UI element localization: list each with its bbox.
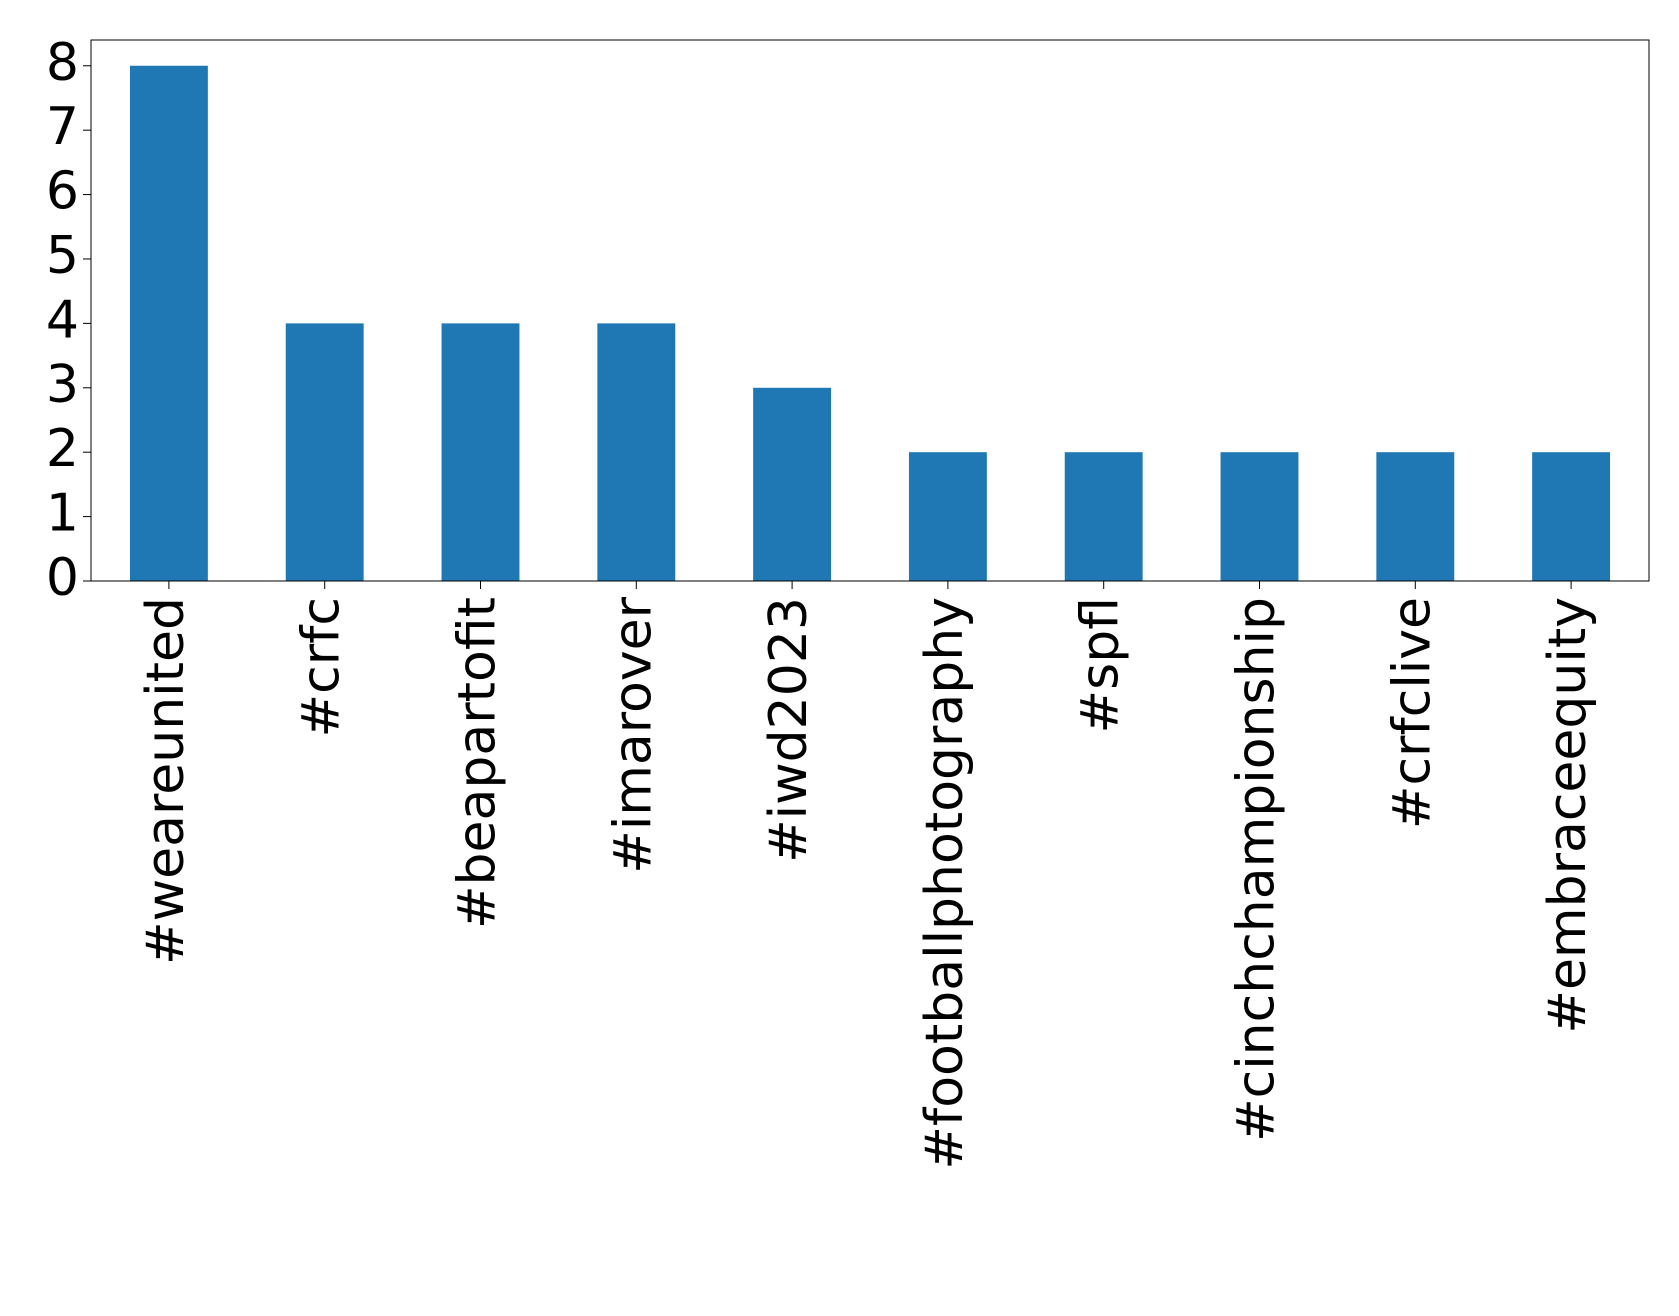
x-tick-label: #beapartofit — [448, 597, 508, 929]
x-tick-label: #imarover — [603, 596, 663, 873]
x-tick-label: #iwd2023 — [759, 597, 819, 863]
bar — [1532, 452, 1611, 581]
y-tick-label: 7 — [46, 97, 79, 157]
x-tick-label: #crfc — [292, 597, 352, 737]
bar — [285, 323, 364, 581]
plot-frame — [90, 39, 1650, 582]
y-tick-label: 1 — [46, 484, 79, 544]
y-tick-label: 8 — [46, 33, 79, 93]
bar — [1376, 452, 1455, 581]
x-tick-label: #footballphotography — [915, 597, 975, 1170]
y-tick-label: 6 — [46, 162, 79, 222]
bar — [908, 452, 987, 581]
y-tick-label: 4 — [46, 290, 79, 350]
y-tick-label: 3 — [46, 355, 79, 415]
bar — [753, 387, 832, 581]
y-tick-label: 0 — [46, 548, 79, 608]
x-tick-label: #crfclive — [1382, 597, 1442, 829]
bar — [597, 323, 676, 581]
x-tick-label: #cinchchampionship — [1227, 597, 1287, 1142]
bar — [1064, 452, 1143, 581]
bar — [1220, 452, 1299, 581]
x-tick-label: #weareunited — [136, 597, 196, 965]
bar — [441, 323, 520, 581]
y-tick-label: 5 — [46, 226, 79, 286]
x-tick-label: #spfl — [1071, 597, 1131, 733]
x-tick-label: #embraceequity — [1538, 597, 1598, 1034]
bar — [129, 65, 208, 581]
y-tick-label: 2 — [46, 419, 79, 479]
